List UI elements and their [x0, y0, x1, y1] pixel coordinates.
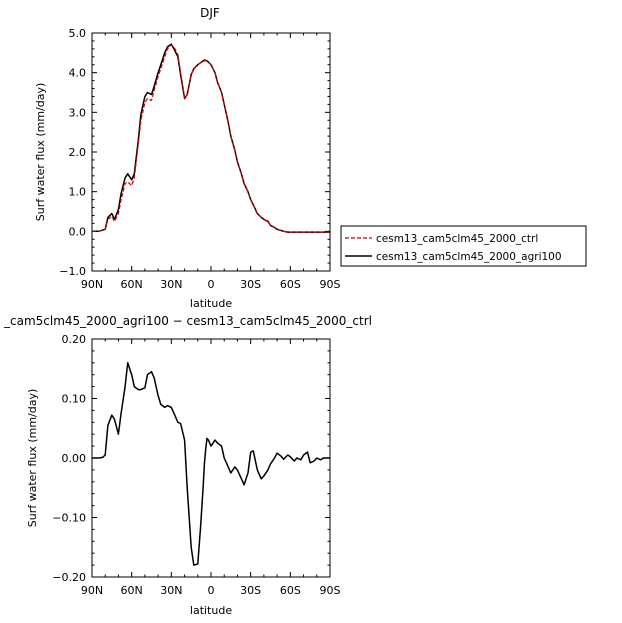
y-tick-label: 0.00	[62, 452, 87, 465]
y-tick-label: 0.20	[62, 333, 87, 346]
x-tick-label: 30S	[240, 584, 261, 597]
top-y-ticks: −1.0 0.0 1.0 2.0 3.0 4.0 5.0	[59, 27, 330, 278]
series-line-difference	[92, 362, 330, 566]
y-tick-label: 3.0	[69, 106, 87, 119]
x-tick-label: 90N	[81, 278, 103, 291]
top-y-axis-label: Surf water flux (mm/day)	[34, 83, 47, 222]
x-tick-label: 30N	[160, 584, 182, 597]
bottom-y-axis-label: Surf water flux (mm/day)	[26, 389, 39, 528]
x-tick-label: 60N	[121, 278, 143, 291]
y-tick-label: −1.0	[59, 265, 86, 278]
x-tick-label: 60N	[121, 584, 143, 597]
y-tick-label: 0.0	[69, 225, 87, 238]
bottom-panel: _cam5clm45_2000_agri100 − cesm13_cam5clm…	[3, 314, 372, 617]
top-x-axis-label: latitude	[190, 297, 232, 310]
bottom-x-axis-label: latitude	[190, 604, 232, 617]
x-tick-label: 30S	[240, 278, 261, 291]
top-panel: DJF 90N 60N 30N 0 30S 60S 90S −1.0 0.0 1.0 2.0 3.0…	[34, 6, 341, 310]
bottom-x-ticks: 90N 60N 30N 0 30S 60S 90S	[81, 339, 341, 597]
bottom-plot-frame	[91, 338, 331, 578]
x-tick-label: 0	[208, 584, 215, 597]
bottom-series-lines	[92, 362, 330, 566]
x-tick-label: 0	[208, 278, 215, 291]
y-tick-label: 4.0	[69, 67, 87, 80]
x-tick-label: 60S	[280, 584, 301, 597]
y-tick-label: 2.0	[69, 146, 87, 159]
y-tick-label: 1.0	[69, 186, 87, 199]
x-tick-label: 60S	[280, 278, 301, 291]
bottom-y-ticks: −0.20 −0.10 0.00 0.10 0.20	[52, 333, 330, 584]
y-tick-label: 0.10	[62, 393, 87, 406]
legend-agri-label: cesm13_cam5clm45_2000_agri100	[376, 251, 562, 263]
x-tick-label: 90S	[320, 584, 341, 597]
top-x-ticks: 90N 60N 30N 0 30S 60S 90S	[81, 33, 341, 291]
series-line-ctrl	[92, 44, 330, 233]
x-tick-label: 90N	[81, 584, 103, 597]
top-chart-title: DJF	[200, 6, 220, 20]
legend-ctrl-label: cesm13_cam5clm45_2000_ctrl	[376, 233, 538, 245]
x-tick-label: 90S	[320, 278, 341, 291]
legend: cesm13_cam5clm45_2000_ctrl cesm13_cam5cl…	[340, 225, 587, 267]
top-plot-frame	[91, 32, 331, 272]
legend-box	[340, 225, 587, 267]
top-series-lines	[92, 43, 330, 233]
y-tick-label: −0.10	[52, 512, 86, 525]
series-line-agri100	[92, 43, 330, 233]
y-tick-label: −0.20	[52, 571, 86, 584]
bottom-chart-title: _cam5clm45_2000_agri100 − cesm13_cam5clm…	[3, 314, 372, 328]
y-tick-label: 5.0	[69, 27, 87, 40]
x-tick-label: 30N	[160, 278, 182, 291]
